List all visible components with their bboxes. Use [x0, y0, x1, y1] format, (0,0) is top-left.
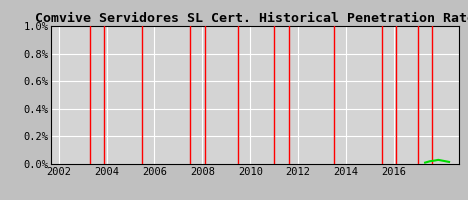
Title: Comvive Servidores SL Cert. Historical Penetration Rate: Comvive Servidores SL Cert. Historical P… [35, 12, 468, 25]
